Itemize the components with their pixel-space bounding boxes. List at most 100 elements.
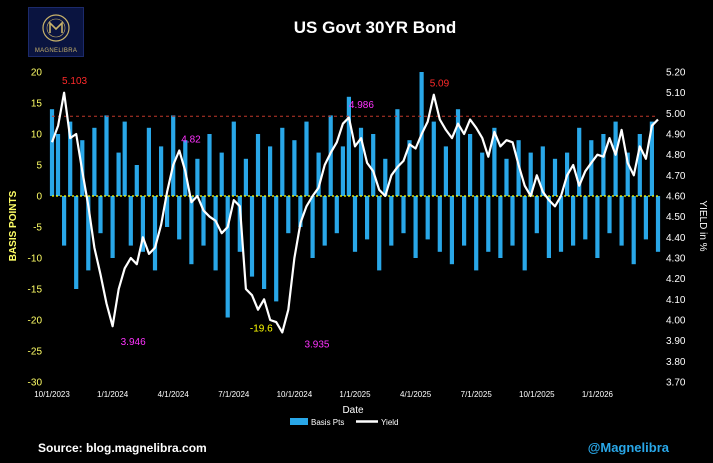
x-tick-label: 10/1/2023 <box>34 390 70 399</box>
bar <box>340 146 345 196</box>
bar <box>431 121 436 196</box>
x-tick-label: 1/1/2025 <box>339 390 371 399</box>
x-tick-label: 7/1/2024 <box>218 390 250 399</box>
bar <box>631 196 636 265</box>
x-tick-label: 10/1/2025 <box>519 390 555 399</box>
bar <box>134 165 139 196</box>
bar <box>558 196 564 252</box>
annotation-label: -19.6 <box>250 324 273 335</box>
bar <box>546 196 551 258</box>
x-tick-label: 4/1/2025 <box>400 390 432 399</box>
bar <box>322 196 327 246</box>
y-left-tick-label: -25 <box>28 347 43 358</box>
bar <box>237 196 242 252</box>
legend: Basis Pts Yield <box>290 418 399 427</box>
bar <box>492 127 497 196</box>
annotation-label: 3.946 <box>121 337 146 348</box>
y-right-tick-label: 4.40 <box>666 233 686 244</box>
annotation-label: 5.103 <box>62 76 87 87</box>
bar <box>213 196 218 271</box>
x-tick-label: 1/1/2026 <box>582 390 614 399</box>
bar <box>365 196 370 240</box>
bar <box>152 196 158 271</box>
bar <box>49 109 55 196</box>
bar <box>219 152 224 196</box>
bar <box>128 196 133 246</box>
bar <box>510 196 515 246</box>
y-axis-left-label: BASIS POINTS <box>8 190 19 261</box>
y-right-tick-label: 4.20 <box>666 274 686 285</box>
y-right-tick-label: 5.00 <box>666 109 686 120</box>
bar <box>165 196 170 227</box>
bar <box>540 146 545 196</box>
bar <box>534 196 539 234</box>
bar <box>225 196 230 318</box>
bar <box>613 121 618 196</box>
bar <box>395 109 400 196</box>
bar <box>280 127 285 196</box>
bar <box>413 196 418 258</box>
annotation-label: 4.986 <box>349 100 374 111</box>
bar <box>68 121 73 196</box>
social-handle: @Magnelibra <box>587 440 669 455</box>
y-left-tick-label: 5 <box>36 161 42 172</box>
bar <box>74 196 79 289</box>
bar <box>480 152 485 196</box>
bar <box>389 196 394 246</box>
x-tick-label: 7/1/2025 <box>461 390 493 399</box>
bar <box>255 134 261 196</box>
y-right-tick-label: 4.80 <box>666 150 686 161</box>
logo-text: MAGNELIBRA <box>34 48 78 54</box>
bar <box>601 134 606 196</box>
y-right-tick-label: 3.90 <box>666 336 686 347</box>
bar <box>140 196 145 252</box>
x-tick-label: 1/1/2024 <box>97 390 129 399</box>
bar <box>498 196 503 258</box>
bar <box>231 121 236 196</box>
bar <box>377 196 382 271</box>
bar <box>571 196 576 246</box>
bar <box>346 96 351 196</box>
x-tick-label: 10/1/2024 <box>277 390 313 399</box>
bar <box>201 196 206 246</box>
y-right-tick-label: 5.20 <box>666 68 686 79</box>
y-right-tick-label: 4.00 <box>666 316 686 327</box>
bar <box>462 196 467 246</box>
annotation-label: 5.09 <box>430 79 450 90</box>
bar <box>116 152 121 196</box>
source-credit: Source: blog.magnelibra.com <box>38 441 207 455</box>
bar <box>371 134 376 196</box>
y-left-tick-label: 15 <box>31 99 43 110</box>
y-axis-right-label: YIELD in % <box>697 200 708 251</box>
bar <box>637 134 642 196</box>
y-left-tick-label: -15 <box>28 285 43 296</box>
bar <box>474 196 479 271</box>
bar <box>607 196 612 234</box>
bar <box>195 158 200 196</box>
bar <box>274 196 279 302</box>
legend-bar-swatch <box>290 418 308 425</box>
bar <box>449 196 454 265</box>
y-right-tick-label: 4.70 <box>666 171 686 182</box>
bar <box>86 196 91 271</box>
bar <box>268 146 273 196</box>
bar <box>146 127 151 196</box>
chart-title: US Govt 30YR Bond <box>294 18 456 37</box>
y-right-tick-label: 5.10 <box>666 88 686 99</box>
x-axis-label: Date <box>342 405 364 416</box>
bar <box>486 196 491 252</box>
bar <box>310 196 315 258</box>
y-right-tick-label: 4.10 <box>666 295 686 306</box>
bar <box>437 196 442 252</box>
y-right-tick-label: 3.80 <box>666 357 686 368</box>
bar <box>468 134 473 196</box>
y-right-tick-label: 4.90 <box>666 130 686 141</box>
y-right-tick-label: 3.70 <box>666 378 686 389</box>
axes-layer: 20 15 10 5 0 -5 -10 -15 -20 -25 -30 5.20 5.10 5.00 4.9… <box>28 68 686 400</box>
bar <box>455 109 461 196</box>
bar <box>92 127 97 196</box>
bar <box>122 121 127 196</box>
y-left-tick-label: 0 <box>36 192 42 203</box>
y-left-tick-label: -10 <box>28 254 43 265</box>
x-tick-label: 4/1/2024 <box>158 390 190 399</box>
